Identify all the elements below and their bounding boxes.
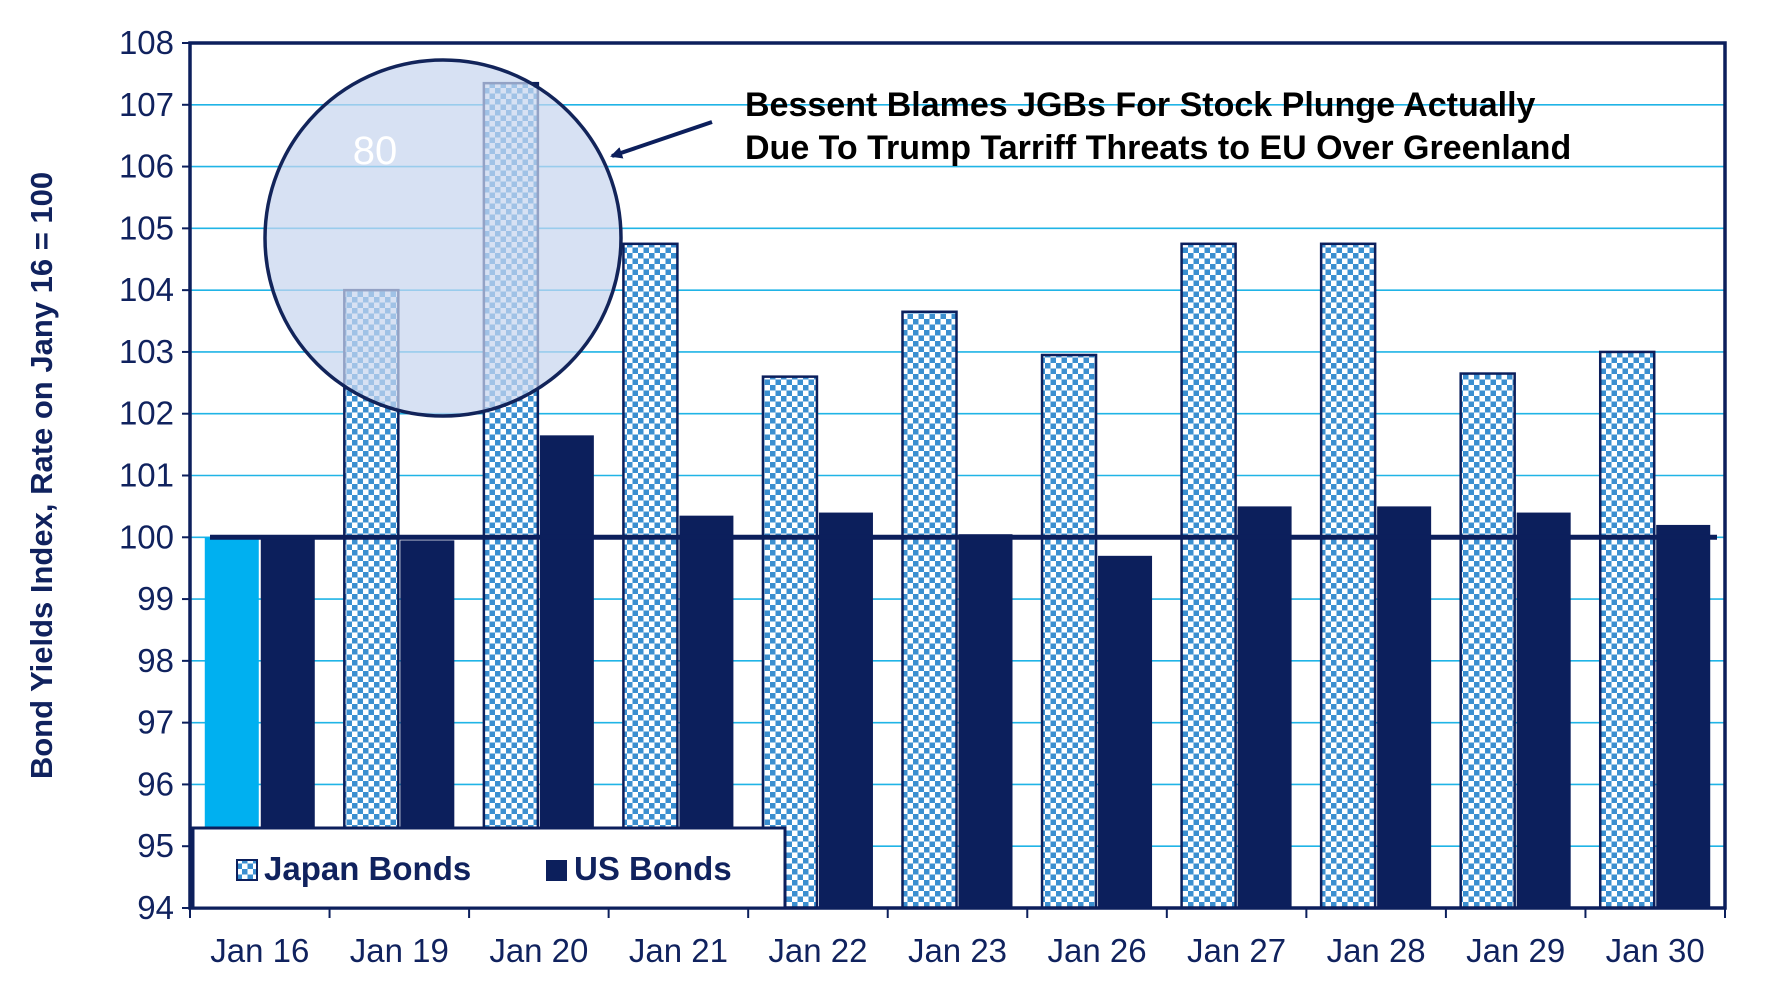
annotation: 80 Bessent Blames JGBs For Stock Plunge A… xyxy=(263,58,1571,418)
axes: 94 95 96 97 98 99 100 101 102 103 104 105 106 107 108 J… xyxy=(24,24,1726,969)
legend-box xyxy=(191,826,787,910)
y-tick-label: 96 xyxy=(137,765,174,802)
x-tick-label: Jan 29 xyxy=(1466,932,1565,969)
x-tick-label: Jan 27 xyxy=(1187,932,1286,969)
bar-us-bonds xyxy=(1516,512,1571,908)
bar-us-bonds xyxy=(1377,506,1432,908)
bar-japan-bonds xyxy=(1040,353,1098,910)
bar-japan-bonds xyxy=(901,310,958,910)
x-tick-label: Jan 26 xyxy=(1047,932,1146,969)
legend-swatch-japan-bonds xyxy=(236,859,258,881)
x-tick-label: Jan 30 xyxy=(1606,932,1705,969)
y-tick-label: 102 xyxy=(119,395,174,432)
x-tick-label: Jan 16 xyxy=(210,932,309,969)
legend-swatch-us-bonds xyxy=(546,860,567,881)
bar-japan-bonds xyxy=(1459,372,1516,910)
highlight-circle xyxy=(263,58,623,418)
y-axis-label: Bond Yields Index, Rate on Jany 16 = 100 xyxy=(24,172,59,779)
annotation-text-line: Due To Trump Tarriff Threats to EU Over … xyxy=(745,129,1571,167)
y-tick-label: 100 xyxy=(119,518,174,555)
legend: Japan Bonds US Bonds xyxy=(191,826,787,910)
y-tick-label: 101 xyxy=(119,457,174,494)
x-tick-label: Jan 28 xyxy=(1327,932,1426,969)
x-tick-label: Jan 20 xyxy=(489,932,588,969)
x-tick-label: Jan 23 xyxy=(908,932,1007,969)
y-tick-label: 107 xyxy=(119,86,174,123)
y-tick-label: 99 xyxy=(137,580,174,617)
x-tick-label: Jan 19 xyxy=(350,932,449,969)
y-tick-label: 108 xyxy=(119,24,174,61)
y-tick-label: 97 xyxy=(137,704,174,741)
y-tick-label: 105 xyxy=(119,209,174,246)
annotation-text-line: Bessent Blames JGBs For Stock Plunge Act… xyxy=(745,86,1536,124)
bar-japan-bonds xyxy=(1319,242,1377,910)
legend-label-japan-bonds: Japan Bonds xyxy=(264,850,471,887)
bar-japan-bonds xyxy=(1180,242,1237,910)
bar-japan-bonds xyxy=(1598,350,1656,910)
x-tick-label: Jan 21 xyxy=(629,932,728,969)
y-tick-label: 103 xyxy=(119,333,174,370)
y-tick-label: 94 xyxy=(137,889,174,926)
y-tick-label: 104 xyxy=(119,271,174,308)
bar-us-bonds xyxy=(958,534,1013,908)
bar-us-bonds xyxy=(1237,506,1292,908)
bar-us-bonds xyxy=(818,512,873,908)
annotation-arrow xyxy=(610,120,713,159)
y-tick-label: 106 xyxy=(119,148,174,185)
y-tick-label: 95 xyxy=(137,827,174,864)
bar-japan-bonds xyxy=(622,242,679,910)
bar-us-bonds xyxy=(1098,555,1153,908)
legend-label-us-bonds: US Bonds xyxy=(574,850,732,887)
x-tick-label: Jan 22 xyxy=(768,932,867,969)
y-tick-label: 98 xyxy=(137,642,174,679)
circle-label: 80 xyxy=(353,129,398,173)
bar-us-bonds xyxy=(1656,524,1711,908)
